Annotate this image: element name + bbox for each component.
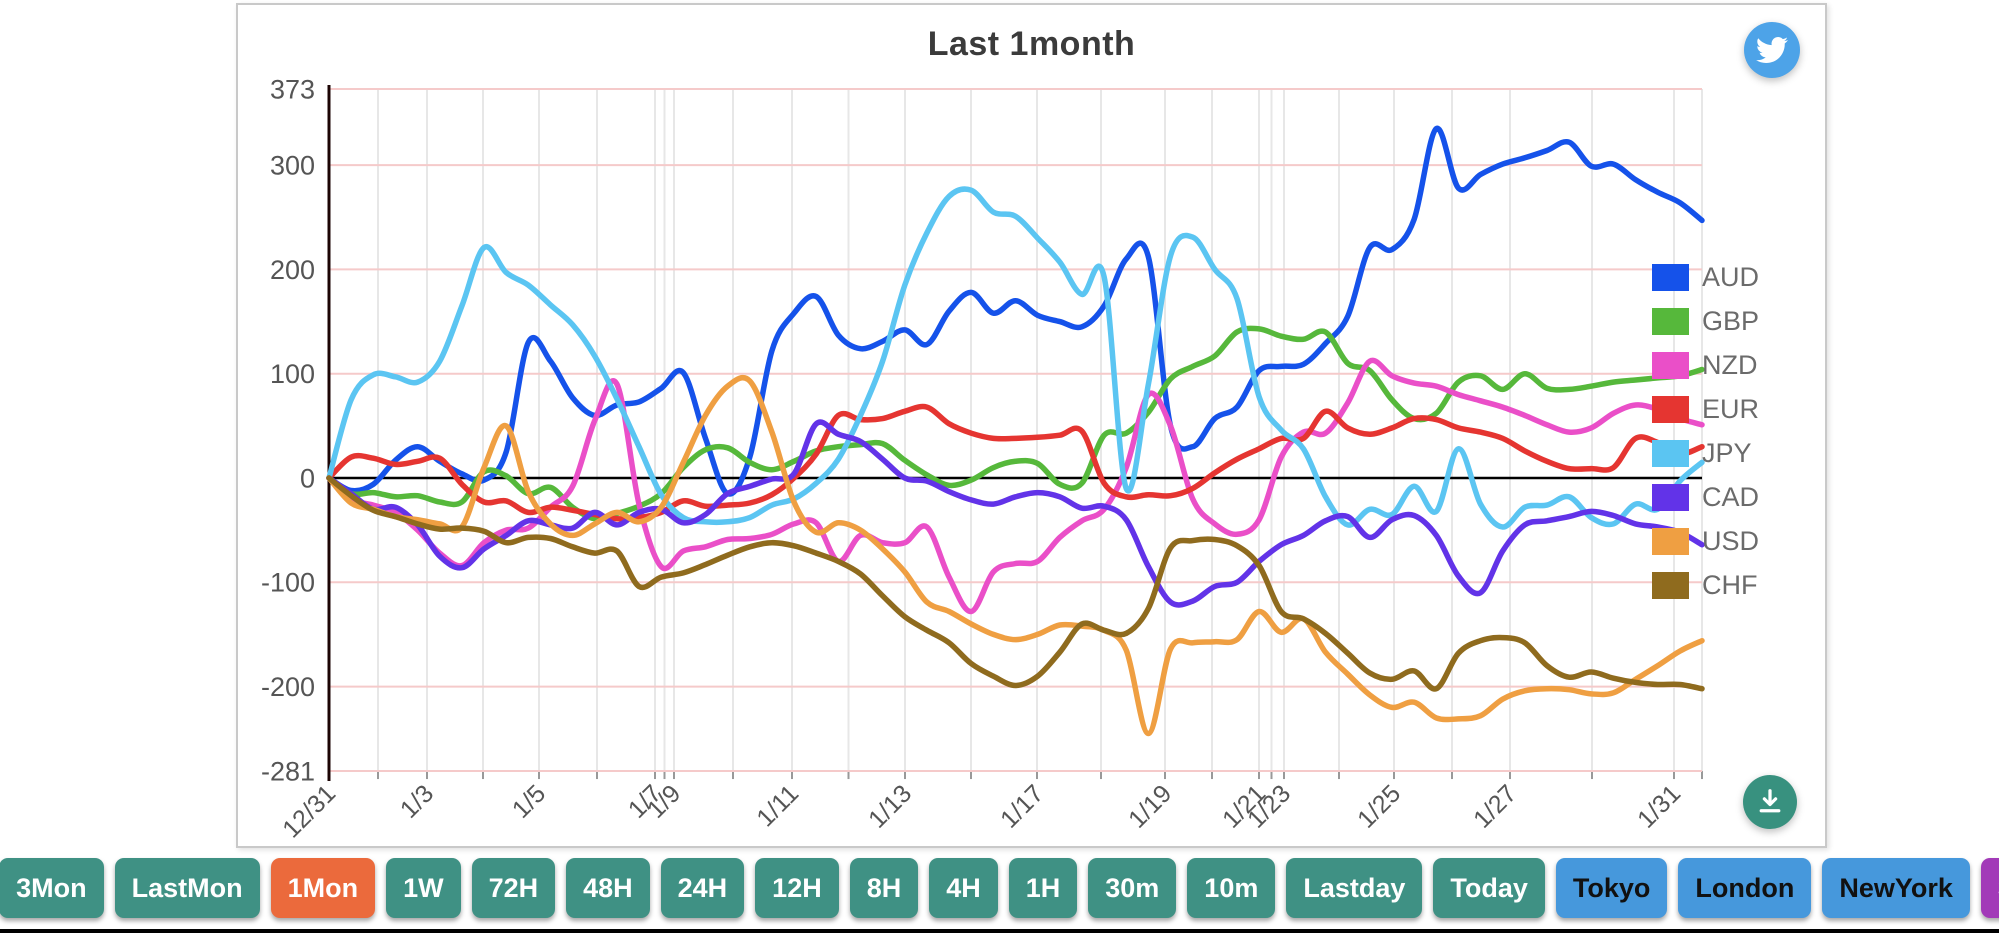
- legend-label: NZD: [1702, 349, 1758, 380]
- timeframe-button-lastmon[interactable]: LastMon: [114, 858, 260, 918]
- timeframe-button-tokyo[interactable]: Tokyo: [1555, 858, 1668, 918]
- legend-swatch-cad: [1652, 483, 1689, 511]
- x-tick-label: 1/11: [751, 779, 804, 832]
- timeframe-button-4h[interactable]: 4H: [929, 858, 998, 918]
- series-line-chf: [326, 475, 1705, 692]
- timeframe-button-10m[interactable]: 10m: [1187, 858, 1276, 918]
- x-tick-label: 1/25: [1352, 779, 1406, 833]
- x-tick-label: 12/31: [277, 779, 341, 843]
- legend-item-cad[interactable]: CAD: [1652, 475, 1759, 519]
- chart-plot-area: 373 300 200 100 0 -100 -200 -281 12/31 1/3 1/5 1/7 1…: [238, 5, 1825, 846]
- y-tick-label: 200: [270, 255, 315, 285]
- timeframe-toolbar: 1Y3MonLastMon1Mon1W72H48H24H12H8H4H1H30m…: [0, 858, 1999, 918]
- legend-item-chf[interactable]: CHF: [1652, 563, 1759, 607]
- timeframe-button-3mon[interactable]: 3Mon: [0, 858, 104, 918]
- x-tick-label: 1/3: [395, 779, 439, 823]
- legend-swatch-gbp: [1652, 307, 1689, 335]
- legend-swatch-aud: [1652, 263, 1689, 291]
- legend-item-aud[interactable]: AUD: [1652, 255, 1759, 299]
- legend-swatch-chf: [1652, 571, 1689, 599]
- legend-item-jpy[interactable]: JPY: [1652, 431, 1759, 475]
- twitter-bird-icon: [1756, 34, 1788, 66]
- x-tick-label: 1/5: [507, 779, 551, 823]
- timeframe-button-3min[interactable]: 3min: [1980, 858, 1999, 918]
- legend-label: EUR: [1702, 393, 1760, 424]
- timeframe-button-1mon[interactable]: 1Mon: [270, 858, 376, 918]
- timeframe-button-london[interactable]: London: [1678, 858, 1812, 918]
- timeframe-button-30m[interactable]: 30m: [1088, 858, 1177, 918]
- chart-card: 373 300 200 100 0 -100 -200 -281 12/31 1/3 1/5 1/7 1…: [236, 3, 1827, 848]
- x-tick-label: 1/19: [1123, 779, 1177, 833]
- legend-label: CHF: [1702, 569, 1758, 600]
- legend-swatch-nzd: [1652, 351, 1689, 379]
- timeframe-button-1h[interactable]: 1H: [1008, 858, 1078, 918]
- series-line-nzd: [326, 357, 1705, 615]
- chart-legend: AUD GBP NZD EUR JPY CAD USD CHF: [1652, 255, 1759, 607]
- bottom-divider: [0, 929, 1999, 933]
- series-line-gbp: [326, 325, 1705, 522]
- timeframe-button-72h[interactable]: 72H: [471, 858, 556, 918]
- download-icon: [1755, 787, 1785, 817]
- y-tick-label: -100: [261, 568, 315, 598]
- y-tick-label: -281: [261, 757, 315, 787]
- y-tick-label: 300: [270, 151, 315, 181]
- series-line-aud: [326, 125, 1705, 497]
- timeframe-button-today[interactable]: Today: [1433, 858, 1545, 918]
- legend-label: JPY: [1702, 437, 1752, 468]
- legend-swatch-eur: [1652, 395, 1689, 423]
- series-line-usd: [326, 375, 1705, 737]
- legend-item-eur[interactable]: EUR: [1652, 387, 1759, 431]
- timeframe-button-1w[interactable]: 1W: [386, 858, 461, 918]
- legend-item-nzd[interactable]: NZD: [1652, 343, 1759, 387]
- y-tick-label: 0: [300, 463, 315, 493]
- x-tick-label: 1/17: [995, 779, 1049, 833]
- timeframe-button-48h[interactable]: 48H: [566, 858, 650, 918]
- y-tick-label: 373: [270, 74, 315, 104]
- timeframe-button-24h[interactable]: 24H: [660, 858, 745, 918]
- legend-label: CAD: [1702, 481, 1760, 512]
- legend-swatch-jpy: [1652, 439, 1689, 467]
- timeframe-button-lastday[interactable]: Lastday: [1286, 858, 1423, 918]
- legend-item-usd[interactable]: USD: [1652, 519, 1759, 563]
- legend-swatch-usd: [1652, 527, 1689, 555]
- legend-label: GBP: [1702, 305, 1760, 336]
- series-line-eur: [326, 403, 1705, 522]
- legend-label: USD: [1702, 525, 1760, 556]
- x-tick-label: 1/27: [1468, 779, 1522, 833]
- timeframe-button-8h[interactable]: 8H: [849, 858, 919, 918]
- chart-title: Last 1month: [927, 25, 1136, 63]
- download-chart-button[interactable]: [1743, 775, 1797, 829]
- twitter-share-button[interactable]: [1744, 22, 1800, 78]
- legend-label: AUD: [1702, 261, 1760, 292]
- legend-item-gbp[interactable]: GBP: [1652, 299, 1759, 343]
- y-tick-label: -200: [261, 672, 315, 702]
- timeframe-button-12h[interactable]: 12H: [755, 858, 839, 918]
- timeframe-button-newyork[interactable]: NewYork: [1822, 858, 1970, 918]
- x-tick-label: 1/13: [863, 779, 917, 833]
- series-line-jpy: [326, 186, 1705, 530]
- y-tick-label: 100: [270, 359, 315, 389]
- x-tick-label: 1/31: [1632, 779, 1686, 833]
